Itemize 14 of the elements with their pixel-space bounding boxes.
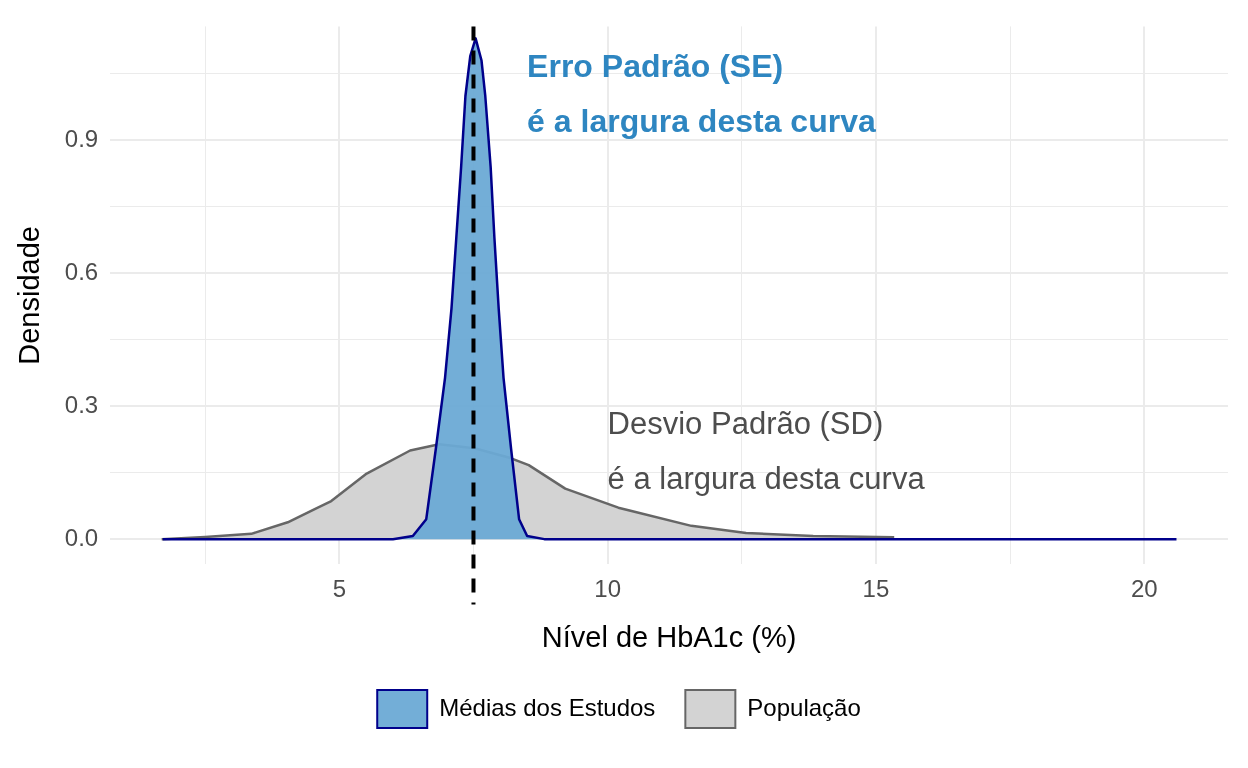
legend-label: Médias dos Estudos <box>439 693 656 721</box>
y-tick-label: 0.0 <box>64 523 99 551</box>
x-axis-title: Nível de HbA1c (%) <box>541 620 797 653</box>
y-tick-label: 0.9 <box>64 124 99 152</box>
annotation: Desvio Padrão (SD) é a largura desta curva <box>607 405 926 496</box>
y-tick-label: 0.3 <box>64 390 99 418</box>
annotation: Erro Padrão (SE) é a largura desta curva <box>527 48 876 140</box>
x-tick-label: 20 <box>1130 575 1158 603</box>
y-tick-label: 0.6 <box>64 257 99 285</box>
y-axis-title: Densidade <box>13 226 46 365</box>
x-tick-label: 10 <box>594 575 621 603</box>
x-tick-label: 5 <box>332 575 346 603</box>
legend-label: População <box>747 693 861 721</box>
x-tick-label: 15 <box>862 575 890 603</box>
